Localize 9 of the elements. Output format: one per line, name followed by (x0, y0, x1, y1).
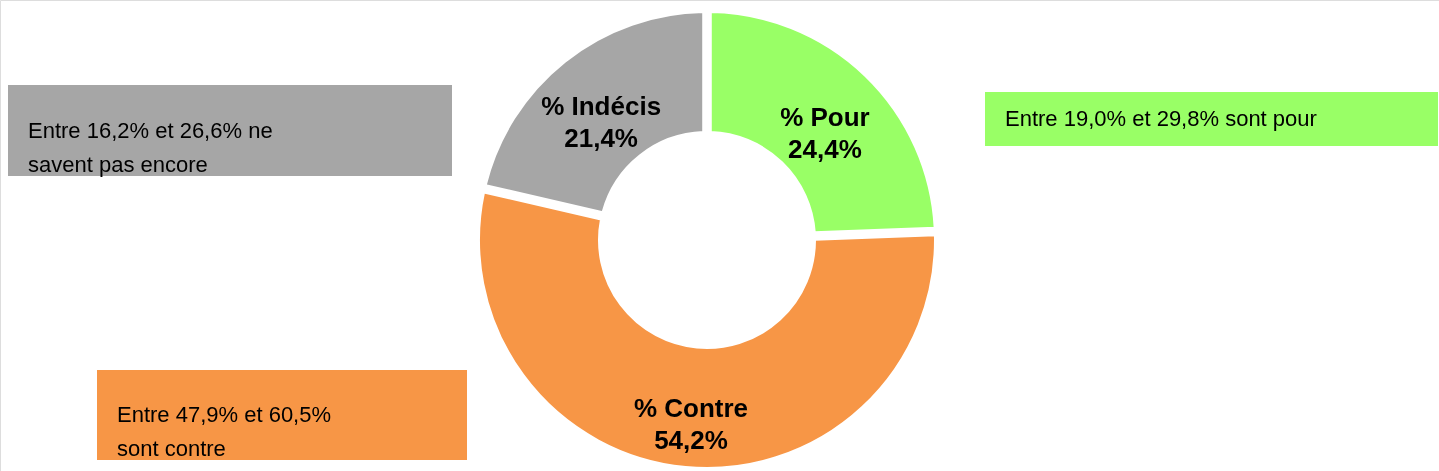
data-label: 24,4% (788, 133, 862, 164)
slice-label: % Indécis (541, 90, 662, 121)
data-label: 54,2% (654, 425, 728, 456)
text: Entre 19,0% et 29,8% sont pour (1005, 106, 1317, 131)
text: Entre 16,2% et 26,6% ne savent pas encore (28, 117, 273, 177)
slice-label: % Contre (633, 393, 749, 424)
text: Entre 47,9% et 60,5% sont contre (117, 402, 332, 461)
slice-label: % Pour (780, 101, 870, 132)
data-label: 21,4% (564, 122, 638, 153)
